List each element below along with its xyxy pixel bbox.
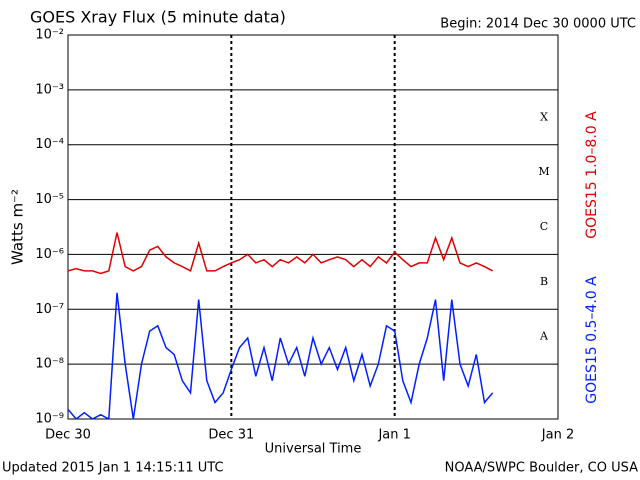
x-axis-label: Universal Time	[265, 442, 362, 457]
y-tick-label: 10⁻⁶	[35, 247, 64, 262]
x-tick-label: Jan 2	[541, 428, 574, 443]
series-line	[68, 232, 494, 275]
y-tick-label: 10⁻⁷	[35, 302, 64, 317]
y-tick-label: 10⁻³	[35, 82, 64, 97]
legend-label: GOES15 1.0–8.0 A	[584, 111, 600, 239]
footer-left: Updated 2015 Jan 1 14:15:11 UTC	[2, 461, 224, 476]
y-tick-label: 10⁻⁹	[35, 412, 64, 427]
class-label: M	[538, 165, 549, 178]
y-tick-label: 10⁻²	[35, 28, 64, 43]
x-tick-label: Dec 30	[45, 428, 91, 443]
legend-label: GOES15 0.5–4.0 A	[584, 276, 600, 404]
plot-frame	[67, 34, 559, 420]
class-label: A	[539, 330, 549, 343]
x-tick-label: Dec 31	[208, 428, 254, 443]
y-axis-label: Watts m⁻²	[9, 189, 27, 265]
series-line	[68, 292, 494, 419]
chart-title: GOES Xray Flux (5 minute data)	[30, 8, 286, 27]
y-tick-label: 10⁻⁸	[35, 357, 64, 372]
chart-subtitle: Begin: 2014 Dec 30 0000 UTC	[440, 17, 636, 32]
class-label: B	[540, 275, 548, 288]
plot-lines	[68, 232, 494, 419]
class-label: C	[540, 220, 548, 233]
class-label: X	[540, 110, 548, 123]
footer-right: NOAA/SWPC Boulder, CO USA	[445, 461, 638, 476]
y-tick-label: 10⁻⁵	[35, 192, 64, 207]
y-tick-label: 10⁻⁴	[35, 137, 64, 152]
x-tick-label: Jan 1	[377, 428, 410, 443]
